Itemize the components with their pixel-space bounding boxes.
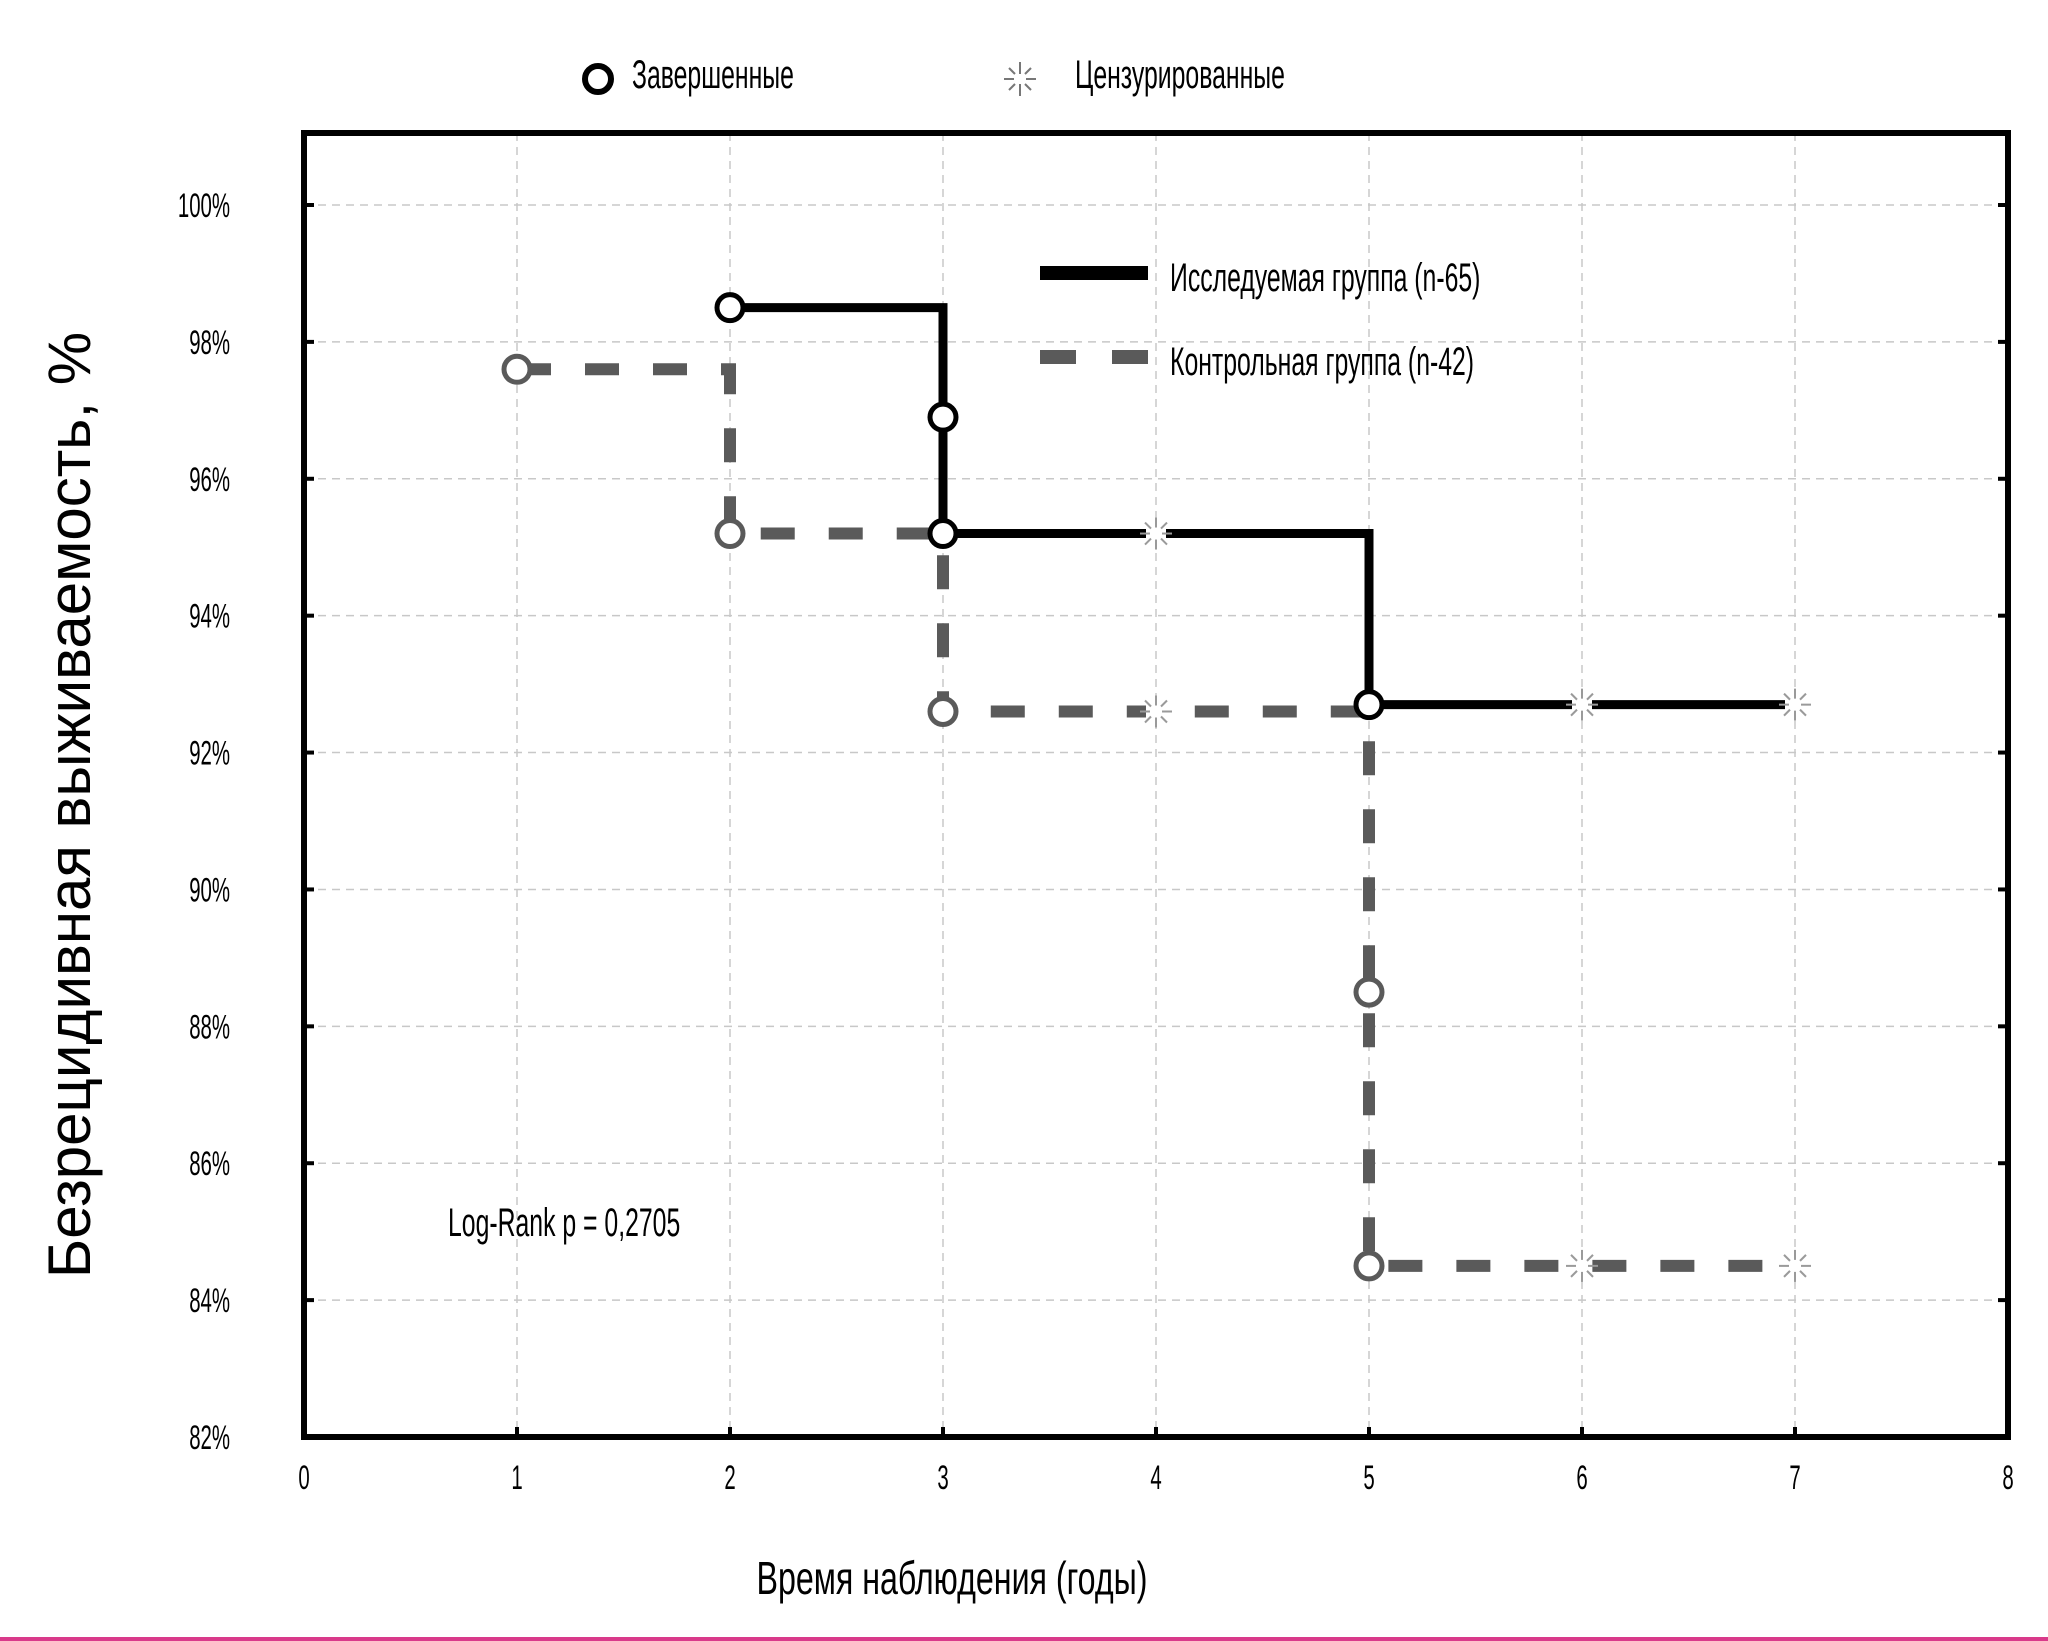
series-legend-label-study: Исследуемая группа (n-65) — [1170, 256, 1480, 300]
censored-marker-ray — [1586, 1270, 1594, 1278]
censored-marker-ray — [1160, 715, 1168, 724]
censored-marker-ray — [1783, 1254, 1791, 1262]
completed-marker-study — [1353, 689, 1385, 721]
completed-marker-study — [714, 292, 746, 324]
censored-marker-ray — [1783, 708, 1791, 717]
series-legend: Исследуемая группа (n-65) Контрольная гр… — [1040, 256, 1480, 385]
censored-marker-ray — [1586, 692, 1594, 701]
y-tick-label: 84% — [189, 1282, 230, 1320]
y-tick-label: 94% — [189, 597, 230, 635]
x-axis-title: Время наблюдения (годы) — [756, 1553, 1147, 1604]
censored-marker-ray — [1570, 1270, 1578, 1278]
completed-marker-icon — [582, 63, 614, 95]
censored-marker-ray — [1144, 521, 1152, 530]
censored-marker — [1140, 517, 1172, 550]
series-layer — [501, 292, 1811, 1282]
censored-marker-ray — [1799, 692, 1807, 701]
completed-marker-control — [1353, 1250, 1385, 1282]
log-rank-annotation: Log-Rank p = 0,2705 — [448, 1201, 680, 1245]
censored-marker-ray — [1160, 521, 1168, 530]
completed-marker-study — [927, 401, 959, 433]
x-tick-label: 8 — [2002, 1459, 2013, 1497]
censored-marker-ray — [1160, 537, 1168, 546]
x-tick-label: 6 — [1576, 1459, 1587, 1497]
censored-marker-ray — [1160, 699, 1168, 708]
x-tick-label: 2 — [724, 1459, 735, 1497]
x-tick-label: 0 — [298, 1459, 309, 1497]
censored-marker-ray — [1799, 708, 1807, 717]
censored-marker-ray — [1570, 708, 1578, 717]
series-control — [501, 353, 1811, 1282]
x-tick-label: 4 — [1150, 1459, 1161, 1497]
y-tick-label: 100% — [178, 187, 230, 225]
completed-marker-control — [1353, 976, 1385, 1008]
completed-marker-control — [501, 353, 533, 385]
completed-marker-control — [714, 518, 746, 550]
y-axis-title: Безрецидивная выживаемость, % — [36, 332, 103, 1278]
y-tick-label: 86% — [189, 1145, 230, 1183]
censored-marker-ray — [1783, 692, 1791, 701]
censored-marker-ray — [1799, 1270, 1807, 1278]
censored-marker-ray — [1144, 699, 1152, 708]
y-tick-label: 96% — [189, 460, 230, 498]
censored-marker-icon — [1004, 62, 1036, 96]
y-tick-label: 90% — [189, 871, 230, 909]
series-control-line — [517, 363, 1795, 1272]
censored-marker-ray — [1144, 715, 1152, 724]
censored-marker — [1566, 1249, 1598, 1282]
censored-marker — [1779, 688, 1811, 721]
censored-legend-label: Цензурированные — [1075, 53, 1285, 97]
completed-marker-control — [927, 695, 959, 727]
x-tick-label: 3 — [937, 1459, 948, 1497]
y-tick-label: 88% — [189, 1008, 230, 1046]
y-tick-label: 82% — [189, 1419, 230, 1457]
censored-marker — [1566, 688, 1598, 721]
grid-lines — [304, 133, 2008, 1438]
censored-marker-ray — [1783, 1270, 1791, 1278]
completed-legend-label: Завершенные — [632, 53, 794, 97]
plot-frame — [301, 130, 2011, 1440]
series-legend-label-control: Контрольная группа (n-42) — [1170, 340, 1474, 384]
censored-marker — [1779, 1249, 1811, 1282]
censored-marker-ray — [1144, 537, 1152, 546]
y-tick-label: 98% — [189, 324, 230, 362]
series-study — [714, 292, 1811, 721]
censored-marker — [1140, 695, 1172, 728]
y-tick-label: 92% — [189, 734, 230, 772]
completed-marker-study — [927, 518, 959, 550]
x-tick-label: 7 — [1789, 1459, 1800, 1497]
page-border — [0, 1637, 2048, 1641]
x-tick-label: 1 — [511, 1459, 522, 1497]
x-tick-label: 5 — [1363, 1459, 1374, 1497]
censored-marker-ray — [1586, 1254, 1594, 1262]
censored-marker-ray — [1799, 1254, 1807, 1262]
censored-marker-ray — [1586, 708, 1594, 717]
censored-marker-ray — [1570, 692, 1578, 701]
marker-legend: Завершенные Цензурированные — [582, 53, 1285, 98]
censored-marker-ray — [1570, 1254, 1578, 1262]
